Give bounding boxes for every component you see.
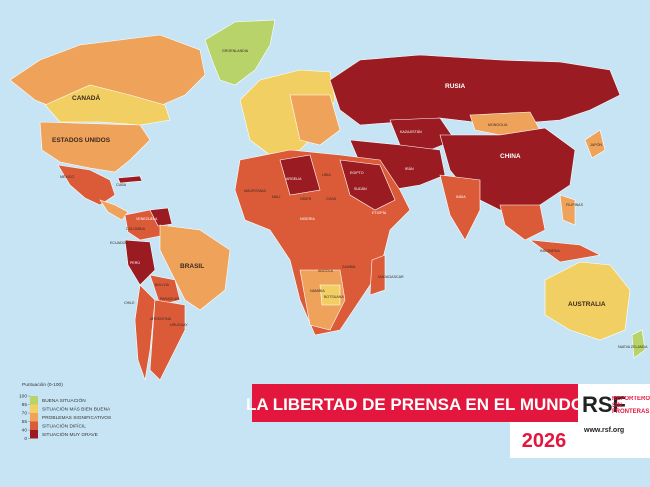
country-label: BOLIVIA	[155, 283, 170, 287]
country-label: INDIA	[456, 195, 466, 199]
country-label: MAURITANIA	[244, 189, 266, 193]
country-label: IRÁN	[405, 167, 414, 171]
country-label: RUSIA	[445, 83, 466, 90]
country-label: URUGUAY	[170, 323, 188, 327]
year: 2026	[522, 430, 567, 452]
org-name: REPORTEROS SIN FRONTERAS	[612, 396, 650, 415]
country-labels: CANADÁ ESTADOS UNIDOS MÉXICO CUBA VENEZU…	[52, 49, 648, 349]
country-label: MONGOLIA	[488, 123, 508, 127]
legend-swatch	[30, 413, 38, 422]
logo: RSF	[582, 392, 626, 417]
country-label: MÉXICO	[60, 174, 74, 179]
country-label: AUSTRALIA	[568, 301, 606, 308]
country-label: ARGELIA	[286, 177, 302, 181]
country-label: KAZAJISTÁN	[400, 130, 422, 134]
country-label: CHAD	[326, 197, 337, 201]
country-label: COLOMBIA	[126, 227, 146, 231]
title-banner	[252, 384, 578, 422]
legend-swatch	[30, 396, 38, 405]
legend-label: SITUACIÓN MUY GRAVE	[42, 431, 98, 438]
legend-tick-label: 55	[22, 419, 28, 425]
country-label: CHILE	[124, 301, 135, 305]
country-label: MALÍ	[272, 195, 280, 199]
country-label: VENEZUELA	[136, 217, 158, 221]
title: LA LIBERTAD DE PRENSA EN EL MUNDO	[246, 395, 584, 414]
legend-label: SITUACIÓN MÁS BIEN BUENA	[42, 405, 111, 412]
year-box	[510, 422, 578, 458]
legend-label: SITUACIÓN DIFÍCIL	[42, 422, 86, 429]
country-label: ECUADOR	[110, 241, 128, 245]
legend-tick-label: 40	[22, 428, 28, 434]
logo-box	[578, 384, 650, 458]
country-label: ESTADOS UNIDOS	[52, 137, 111, 144]
country-label: FILIPINAS	[566, 203, 584, 207]
country-label: CUBA	[116, 183, 127, 187]
legend-title: Puntuación (0-100)	[22, 382, 63, 388]
legend-tick-label: 100	[19, 394, 27, 400]
country-label: PERÚ	[130, 260, 140, 265]
country-label: ZAMBIA	[342, 265, 356, 269]
legend-swatch	[30, 404, 38, 413]
legend-swatch	[30, 421, 38, 430]
country-label: NÍGER	[300, 197, 312, 201]
country-label: NIGERIA	[300, 217, 315, 221]
legend: Puntuación (0-100) 100 85 70 55 40 0 BUENA SIT…	[19, 382, 111, 442]
country-label: BOTSUANA	[324, 295, 344, 299]
country-label: PARAGUAY	[160, 297, 180, 301]
country-label: CHINA	[500, 153, 521, 160]
legend-label: PROBLEMAS SIGNIFICATIVOS	[42, 415, 111, 421]
country-label: JAPÓN	[590, 142, 602, 147]
country-label: SUDÁN	[354, 187, 367, 191]
legend-tick-label: 0	[24, 436, 27, 442]
org-name-box: REPORTEROS SIN FRONTERAS	[612, 396, 650, 415]
country-label: BRASIL	[180, 263, 204, 270]
country-label: INDONESIA	[540, 249, 560, 253]
country-label: ANGOLA	[318, 269, 334, 273]
legend-swatch	[30, 430, 38, 439]
legend-label: BUENA SITUACIÓN	[42, 397, 86, 404]
url: www.rsf.org	[583, 427, 624, 434]
land	[9, 19, 646, 381]
country-label: ETIOPÍA	[372, 211, 387, 215]
country-label: LIBIA	[322, 173, 331, 177]
legend-tick-label: 85	[22, 402, 28, 408]
country-label: CANADÁ	[72, 93, 100, 102]
country-label: NUEVA ZELANDA	[618, 345, 648, 349]
country-label: ARGENTINA	[150, 317, 172, 321]
country-label: EGIPTO	[350, 171, 364, 175]
country-label: GROENLANDIA	[222, 49, 249, 53]
country-label: MADAGASCAR	[378, 275, 404, 279]
country-label: NAMIBIA	[310, 289, 325, 293]
legend-tick-label: 70	[22, 411, 28, 417]
